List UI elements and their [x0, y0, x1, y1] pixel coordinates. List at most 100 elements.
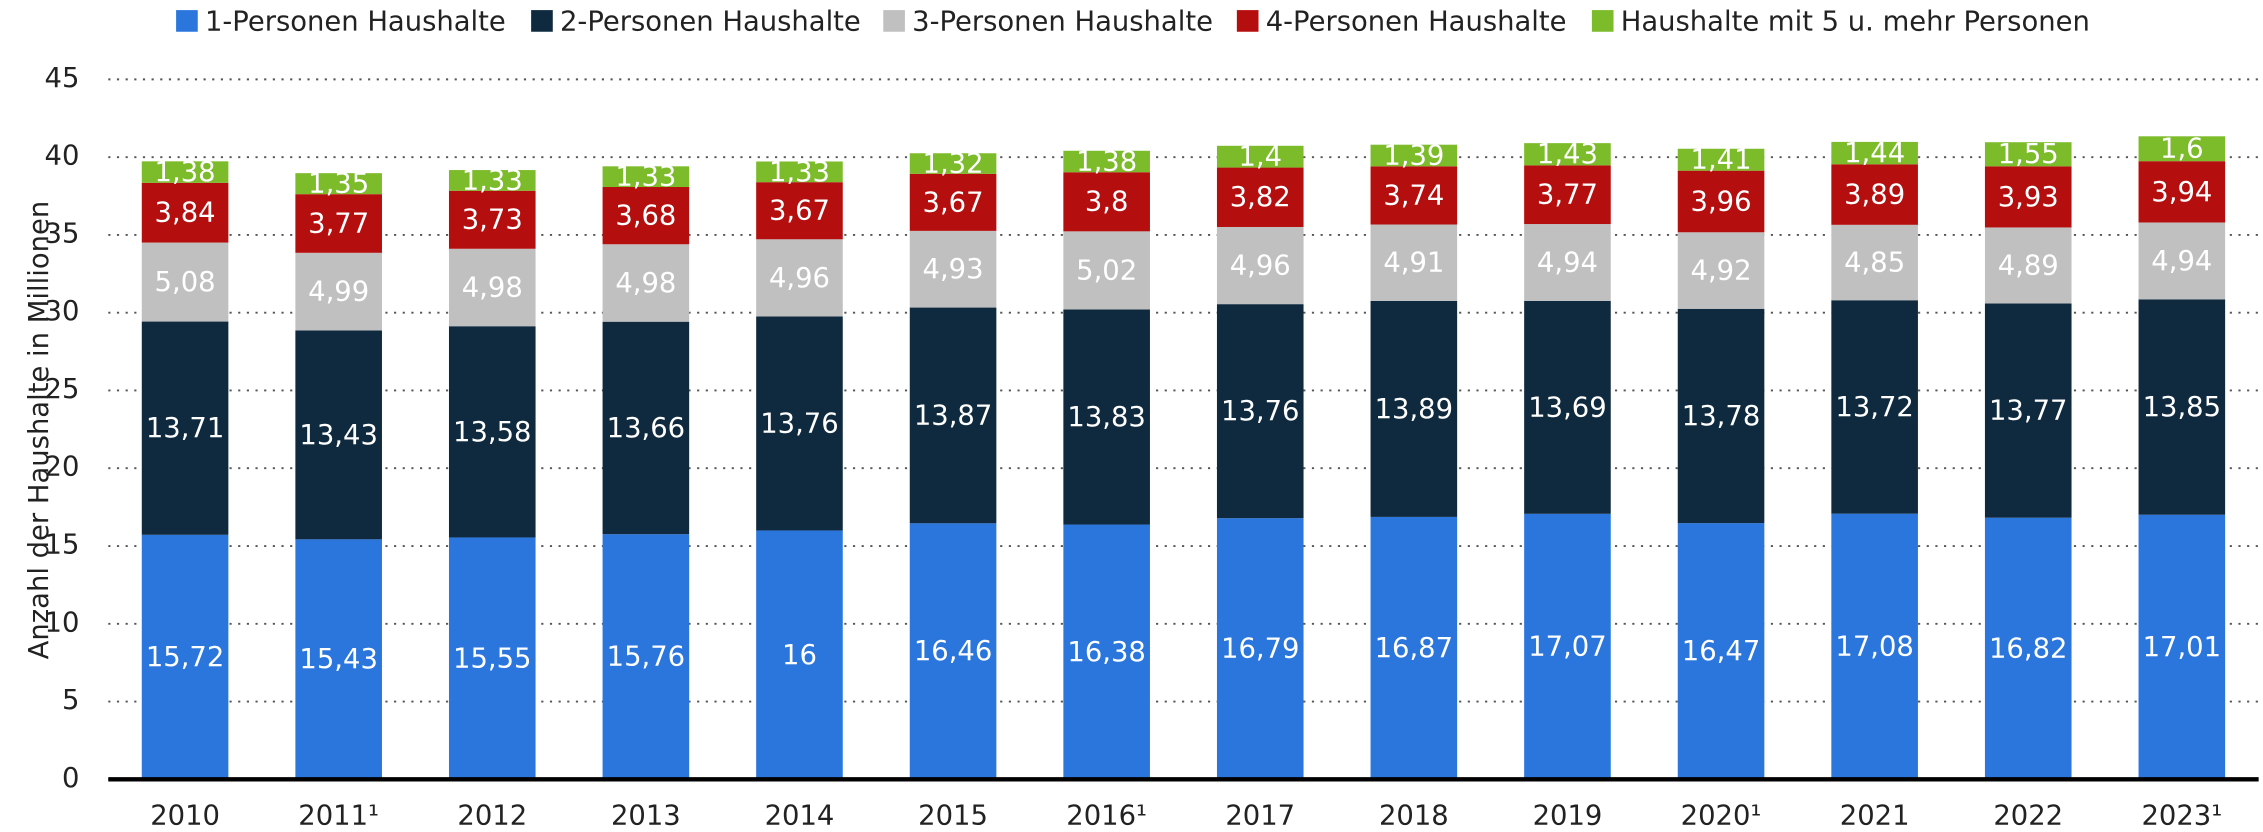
data-label: 4,85 — [1844, 247, 1905, 278]
data-label: 3,93 — [1998, 182, 2059, 213]
bar-segment — [141, 534, 229, 780]
bar-segment — [448, 248, 536, 327]
bar-segment — [1216, 304, 1304, 519]
data-label: 1,38 — [1076, 146, 1137, 177]
bar-segment — [1370, 516, 1458, 780]
data-label: 3,67 — [769, 196, 830, 227]
bar-segment — [1524, 513, 1611, 780]
data-label: 13,83 — [1067, 402, 1145, 433]
data-label: 4,94 — [1537, 247, 1598, 278]
bar-segment — [1063, 150, 1150, 173]
bar-segment — [1831, 141, 1918, 165]
bar-segment — [1831, 164, 1918, 225]
x-tick-label: 2010 — [150, 800, 220, 831]
bar-segment — [1831, 300, 1918, 514]
data-label: 3,94 — [2151, 177, 2212, 208]
data-label: 3,82 — [1230, 182, 1291, 213]
bar-segment — [909, 153, 997, 174]
bar-segment — [141, 321, 229, 535]
data-label: 5,08 — [155, 267, 216, 298]
data-label: 13,77 — [1989, 396, 2067, 427]
data-label: 5,02 — [1076, 255, 1137, 286]
data-label: 1,32 — [923, 148, 984, 179]
data-label: 15,43 — [299, 644, 377, 675]
bar-segment — [1984, 227, 2072, 304]
data-label: 4,98 — [462, 272, 523, 303]
data-label: 3,96 — [1691, 186, 1752, 217]
bar-segment — [1524, 300, 1611, 514]
legend-label: 2-Personen Haushalte — [560, 7, 861, 38]
data-label: 16 — [782, 640, 817, 671]
bar-segment — [756, 182, 843, 240]
data-label: 1,33 — [769, 157, 830, 188]
legend-label: Haushalte mit 5 u. mehr Personen — [1621, 7, 2090, 38]
data-label: 15,55 — [453, 643, 531, 674]
bar-segment — [1370, 224, 1458, 301]
legend-label: 3-Personen Haushalte — [912, 7, 1213, 38]
data-label: 4,94 — [2151, 246, 2212, 277]
data-label: 1,4 — [1238, 142, 1282, 173]
bar-segment — [1063, 231, 1150, 310]
data-label: 1,39 — [1383, 140, 1444, 171]
bar-segment — [909, 307, 997, 524]
bar-segment — [1984, 517, 2072, 780]
data-label: 17,01 — [2143, 632, 2221, 663]
bar-segment — [295, 330, 382, 540]
x-tick-label: 2020¹ — [1681, 800, 1762, 831]
data-label: 1,33 — [615, 162, 676, 193]
bar-segment — [909, 523, 997, 780]
bar-segment — [2138, 299, 2226, 515]
bar-segment — [602, 244, 690, 322]
data-label: 4,91 — [1383, 248, 1444, 279]
bar-segment — [756, 161, 843, 183]
bar-segment — [756, 530, 843, 780]
x-tick-label: 2021 — [1840, 800, 1910, 831]
data-label: 13,69 — [1528, 392, 1606, 423]
data-label: 16,87 — [1375, 633, 1453, 664]
data-label: 1,38 — [155, 157, 216, 188]
y-tick-label: 30 — [45, 296, 80, 327]
bar-segment — [295, 539, 382, 780]
bar-segment — [1984, 166, 2072, 228]
data-label: 17,07 — [1528, 632, 1606, 663]
bar-segment — [1524, 224, 1611, 301]
data-label: 4,99 — [308, 277, 369, 308]
bar-segment — [1677, 148, 1765, 171]
x-tick-label: 2017 — [1225, 800, 1295, 831]
bar-segment — [295, 173, 382, 195]
legend-swatch — [531, 10, 553, 32]
bar-segment — [1524, 165, 1611, 225]
bar-segment — [1524, 143, 1611, 166]
data-label: 17,08 — [1835, 631, 1913, 662]
data-label: 3,8 — [1085, 187, 1129, 218]
data-label: 13,78 — [1682, 401, 1760, 432]
legend-swatch — [1591, 10, 1614, 32]
data-label: 4,92 — [1691, 255, 1752, 286]
data-label: 4,93 — [923, 254, 984, 285]
data-label: 4,96 — [1230, 251, 1291, 282]
legend-swatch — [176, 10, 198, 32]
y-tick-label: 25 — [45, 374, 80, 405]
data-label: 13,43 — [299, 420, 377, 451]
bar-segment — [141, 182, 229, 243]
data-label: 4,96 — [769, 263, 830, 294]
x-tick-label: 2019 — [1533, 800, 1603, 831]
data-label: 13,71 — [146, 413, 224, 444]
data-label: 13,87 — [914, 400, 992, 431]
bar-segment — [448, 537, 536, 780]
data-label: 15,72 — [146, 642, 224, 673]
y-tick-label: 35 — [45, 218, 80, 249]
data-label: 3,77 — [1537, 180, 1598, 211]
data-label: 16,79 — [1221, 634, 1299, 665]
y-tick-label: 5 — [62, 685, 79, 716]
bar-segment — [1677, 232, 1765, 309]
bar-segment — [1216, 518, 1304, 780]
x-tick-label: 2012 — [457, 800, 527, 831]
x-tick-label: 2015 — [918, 800, 988, 831]
y-tick-label: 15 — [45, 530, 80, 561]
bar-segment — [1984, 303, 2072, 518]
bar-segment — [909, 173, 997, 231]
bar-segment — [1677, 523, 1765, 780]
bar-segment — [909, 230, 997, 308]
